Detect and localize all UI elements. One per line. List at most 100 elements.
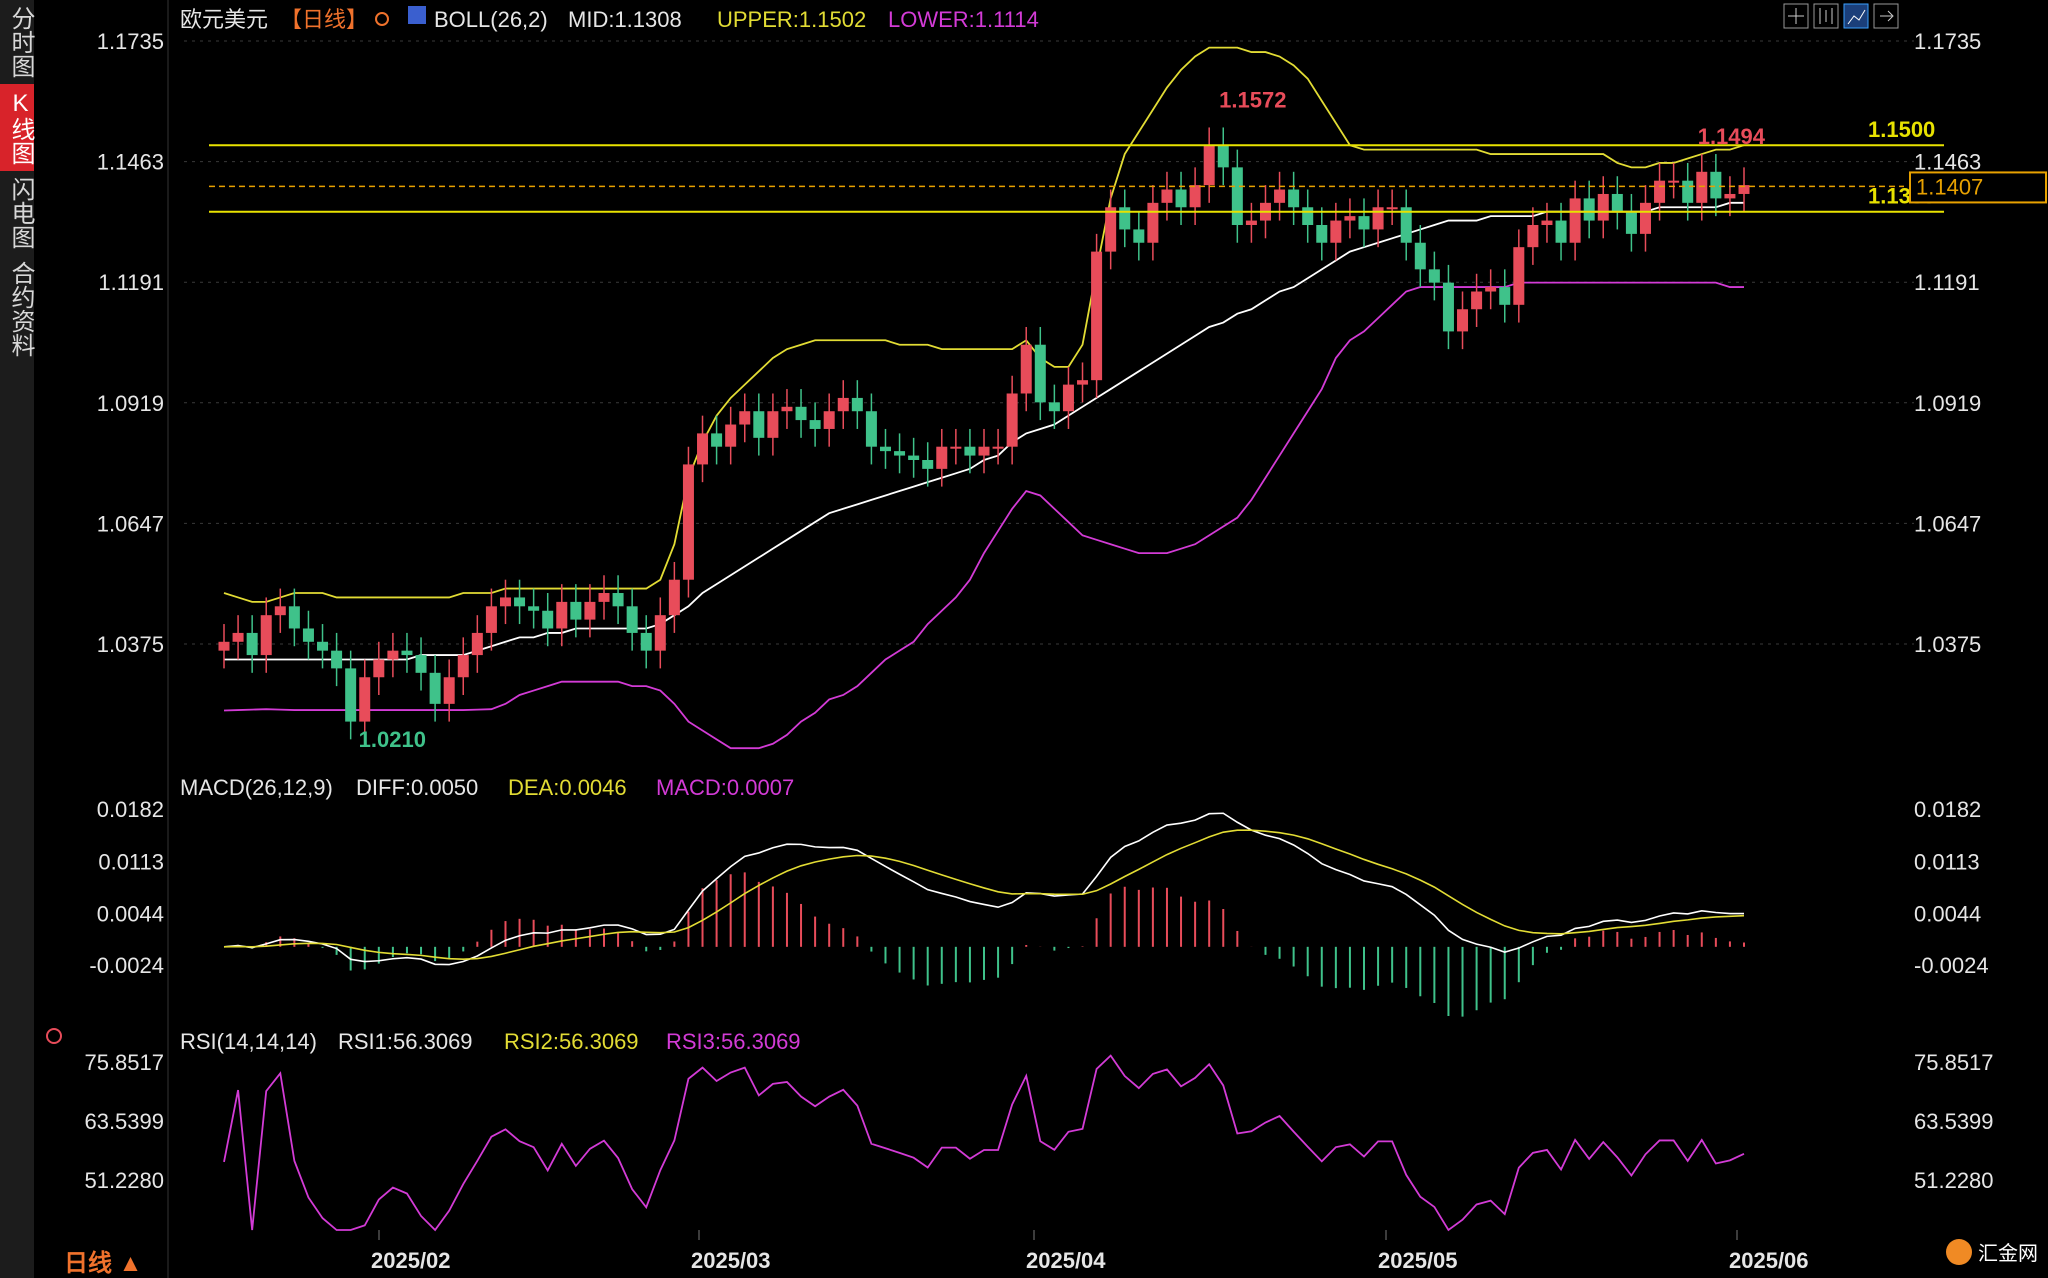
macd-tick-left: 0.0044 [97, 902, 164, 927]
rsi-tick-left: 75.8517 [84, 1050, 164, 1075]
candle-body [1217, 145, 1229, 168]
candle-body [1710, 171, 1722, 199]
symbol-label: 欧元美元 [180, 7, 268, 32]
add-icon[interactable] [375, 12, 389, 26]
brand-icon [1946, 1238, 1972, 1265]
candle-body [1724, 193, 1736, 199]
rsi-label: RSI(14,14,14) [180, 1029, 317, 1054]
candle-body [387, 650, 399, 660]
macd-tick-left: -0.0024 [89, 953, 164, 978]
date-axis: 2025/02 2025/03 2025/04 2025/05 2025/06 [371, 1230, 1809, 1273]
date-label: 2025/03 [691, 1248, 771, 1273]
macd-tick-right: 0.0182 [1914, 797, 1981, 822]
candle-body [992, 446, 1004, 449]
candle-body [1020, 344, 1032, 394]
chart-area: 欧元美元 【日线】 BOLL(26,2) MID:1.1308 UPPER:1.… [46, 0, 2047, 1278]
candle-body [246, 632, 258, 656]
candle-body [1485, 287, 1497, 292]
candle-body [1471, 291, 1483, 310]
candle-body [1555, 220, 1567, 243]
rsi-settings-icon[interactable] [46, 1028, 62, 1044]
candle-body [1611, 193, 1623, 212]
candle-body [1499, 287, 1511, 305]
tab-kline[interactable]: K线图 [0, 84, 34, 171]
rsi-line [223, 1054, 1745, 1232]
rsi-tick-left: 63.5399 [84, 1109, 164, 1134]
candle-body [879, 446, 891, 452]
price-tick-right: 1.0375 [1914, 632, 1981, 657]
candle-body [1062, 384, 1074, 412]
candle-body [697, 433, 709, 465]
price-tick-left: 1.1735 [97, 29, 164, 54]
candle-body [1442, 282, 1454, 332]
candle-body [668, 579, 680, 616]
candle-body [1034, 344, 1046, 403]
macd-tick-right: 0.0044 [1914, 902, 1981, 927]
rsi-tick-right: 63.5399 [1914, 1109, 1994, 1134]
price-levels [209, 144, 1944, 213]
candle-body [1048, 402, 1060, 412]
macd-label: MACD(26,12,9) [180, 775, 333, 800]
rsi-tick-right: 51.2280 [1914, 1168, 1994, 1193]
candle-body [1654, 180, 1666, 203]
price-tick-right: 1.1735 [1914, 29, 1981, 54]
candle-body [908, 455, 920, 460]
candle-body [1386, 207, 1398, 210]
boll-mid: MID:1.1308 [568, 7, 682, 32]
candle-body [1682, 180, 1694, 203]
recent-high-annotation: 1.1494 [1698, 124, 1766, 149]
crosshair-icon[interactable] [1783, 3, 1809, 29]
date-label: 2025/02 [371, 1248, 451, 1273]
tab-contract-info[interactable]: 合约资料 [7, 261, 34, 357]
candle-body [1245, 220, 1257, 226]
macd-axis: 0.0182 0.0182 0.0113 0.0113 0.0044 0.0044 -0.0… [89, 797, 1988, 978]
candle-body [514, 597, 526, 607]
tab-lightning[interactable]: 闪电图 [7, 177, 34, 249]
macd-dea-line [223, 829, 1745, 961]
candle-body [1569, 198, 1581, 243]
candle-body [1639, 202, 1651, 234]
candle-body [302, 628, 314, 642]
candle-body [922, 459, 934, 469]
boll-upper-line [223, 46, 1745, 603]
candle-body [1513, 247, 1525, 305]
candle-body [1119, 207, 1131, 230]
candle-body [1288, 189, 1300, 208]
price-tick-right: 1.1463 [1914, 150, 1981, 175]
line-chart-icon[interactable] [1843, 3, 1869, 29]
low-annotation: 1.0210 [359, 727, 426, 752]
candle-body [1625, 211, 1637, 234]
candle-body [1105, 207, 1117, 252]
candle-body [331, 650, 343, 669]
candle-body [612, 593, 624, 607]
sidebar: 分时图 K线图 闪电图 合约资料 [0, 0, 34, 1278]
main-price-axis: 1.1735 1.1735 1.1463 1.1463 1.1191 1.1191 1.09… [97, 29, 1982, 657]
candle-icon[interactable] [1813, 3, 1839, 29]
period-mode-toggle[interactable]: 日线 ▲ [64, 1250, 143, 1277]
price-tick-right: 1.0919 [1914, 391, 1981, 416]
candle-body [1696, 171, 1708, 203]
candle-body [640, 632, 652, 651]
candle-body [1344, 216, 1356, 221]
rsi1-value: RSI1:56.3069 [338, 1029, 473, 1054]
candle-body [950, 446, 962, 449]
price-tick-left: 1.0375 [97, 632, 164, 657]
candle-body [725, 424, 737, 447]
candle-body [1541, 220, 1553, 226]
candle-body [626, 606, 638, 633]
rsi-axis: 75.8517 75.8517 63.5399 63.5399 51.2280 51.22… [84, 1050, 1993, 1193]
candle-body [485, 606, 497, 633]
macd-plot [223, 812, 1745, 1017]
candle-body [415, 655, 427, 673]
candle-body [260, 615, 272, 656]
current-price-tag: 1.1407 [1909, 171, 2047, 204]
candle-body [1302, 207, 1314, 226]
tab-timeshare[interactable]: 分时图 [7, 6, 34, 78]
candle-body [542, 610, 554, 629]
candle-body [1175, 189, 1187, 208]
candle-body [1400, 207, 1412, 243]
candle-body [528, 606, 540, 611]
exit-icon[interactable] [1873, 3, 1899, 29]
candle-body [654, 615, 666, 651]
candle-body [1147, 202, 1159, 243]
